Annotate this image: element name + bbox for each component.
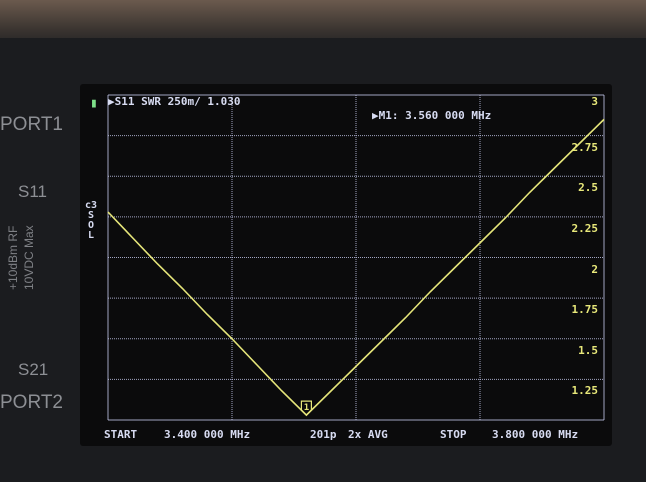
port2-label: PORT2 bbox=[0, 392, 64, 413]
y-tick-label: 1.75 bbox=[571, 303, 599, 317]
y-tick-label: 2.75 bbox=[571, 140, 599, 154]
stop-frequency: 3.800 000 MHz bbox=[492, 428, 579, 441]
cal-status: c3 S O L bbox=[84, 201, 98, 241]
marker-1-label: 1 bbox=[304, 403, 309, 413]
start-label: START bbox=[104, 428, 138, 441]
cal-status-item: S bbox=[87, 210, 95, 221]
y-tick-label: 1.25 bbox=[571, 384, 599, 398]
vna-screen bbox=[80, 84, 612, 446]
y-tick-label: 3 bbox=[591, 95, 598, 108]
cal-status-item: c3 bbox=[84, 200, 98, 211]
cal-status-item: L bbox=[87, 230, 95, 241]
marker-1-flag bbox=[300, 400, 312, 416]
cal-status-item: O bbox=[87, 220, 95, 231]
swr-trace bbox=[107, 118, 605, 417]
averaging: 2x AVG bbox=[348, 428, 388, 441]
trace-label: ▶S11 SWR 250m/ 1.030 bbox=[108, 95, 241, 108]
battery-icon: ▮ bbox=[90, 96, 98, 111]
start-frequency: 3.400 000 MHz bbox=[164, 428, 251, 441]
y-tick-label: 2.5 bbox=[578, 181, 598, 195]
y-tick-label: 2.25 bbox=[571, 221, 599, 235]
stop-label: STOP bbox=[440, 428, 467, 441]
port1-label: PORT1 bbox=[0, 114, 64, 135]
s11-label: S11 bbox=[18, 182, 47, 201]
marker-readout: ▶M1: 3.560 000 MHz bbox=[372, 109, 492, 122]
s21-label: S21 bbox=[18, 360, 49, 379]
y-tick-label: 2 bbox=[591, 262, 598, 276]
points-count: 201p bbox=[310, 428, 337, 441]
y-tick-label: 1.5 bbox=[578, 343, 598, 357]
